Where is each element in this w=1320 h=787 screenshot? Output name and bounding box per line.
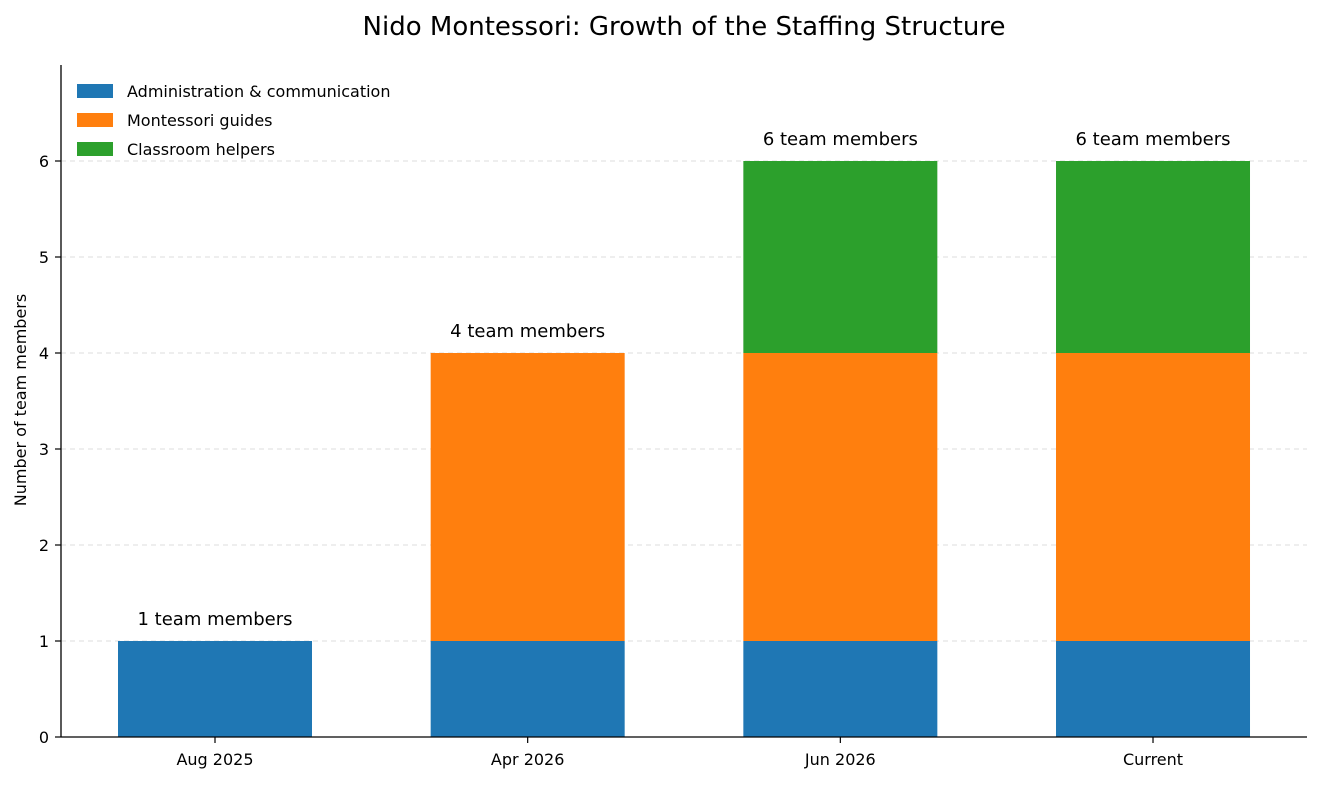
y-tick-label: 5 [39,248,49,267]
chart-title: Nido Montessori: Growth of the Staffing … [363,12,1006,42]
bar-segment [743,353,938,641]
legend-label: Montessori guides [127,111,273,130]
bar-segment [430,641,625,737]
bar-segment [1056,161,1251,353]
y-tick-label: 6 [39,152,49,171]
bar-total-label: 6 team members [1076,129,1231,150]
bar-total-label: 6 team members [763,129,918,150]
x-tick-label: Jun 2026 [804,750,876,769]
legend: Administration & communication Montessori… [77,82,390,159]
bar-total-label: 1 team members [137,609,292,630]
legend-label: Classroom helpers [127,140,275,159]
legend-swatch [77,113,113,127]
bar-segment [743,161,938,353]
y-tick-label: 2 [39,536,49,555]
legend-swatch [77,142,113,156]
bar-segment [1056,353,1251,641]
x-tick-label: Current [1123,750,1183,769]
y-tick-label: 1 [39,632,49,651]
bar-total-labels: 1 team members 4 team members 6 team membe… [137,129,1230,630]
legend-swatch [77,84,113,98]
bar-segment [743,641,938,737]
y-tick-label: 3 [39,440,49,459]
x-tick-label: Apr 2026 [491,750,564,769]
x-tick-label: Aug 2025 [176,750,253,769]
y-axis-label: Number of team members [11,294,30,506]
bar-total-label: 4 team members [450,321,605,342]
y-tick-label: 4 [39,344,49,363]
bar-segment [118,641,312,737]
axes: 0 1 2 3 4 5 6 Aug 2025 Apr 2026 Jun 2026 Current [39,65,1307,769]
y-tick-label: 0 [39,728,49,747]
bars [118,161,1251,737]
bar-segment [430,353,625,641]
bar-segment [1056,641,1251,737]
legend-label: Administration & communication [127,82,390,101]
